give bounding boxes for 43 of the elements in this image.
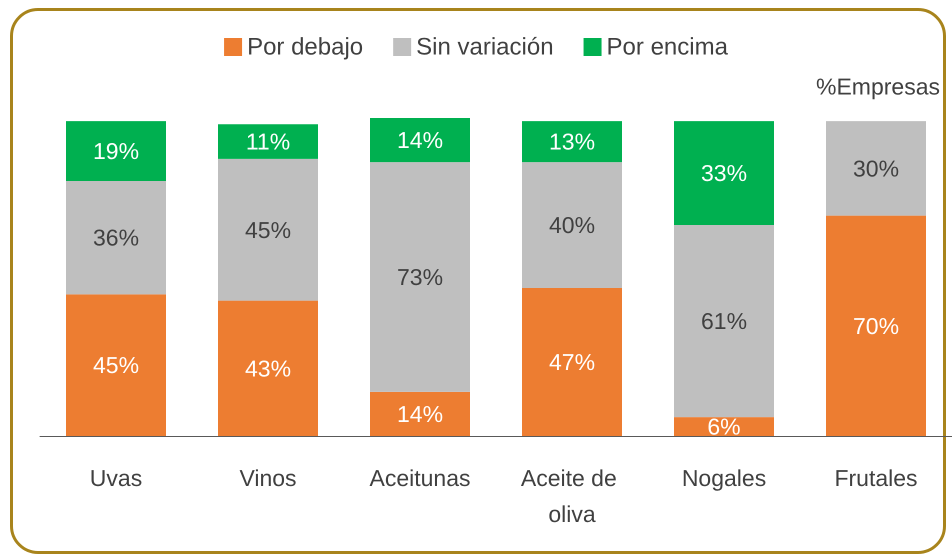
bar xyxy=(674,121,774,226)
bar xyxy=(522,162,622,288)
x-tick-label: Aceitunas xyxy=(369,465,471,491)
data-label: 30% xyxy=(852,155,900,182)
bar xyxy=(826,216,926,436)
x-tick-label: Aceite de oliva xyxy=(520,465,624,527)
bar xyxy=(674,225,774,418)
data-label: 33% xyxy=(700,160,748,186)
x-tick-label: Nogales xyxy=(682,465,766,491)
data-label: 11% xyxy=(246,128,290,155)
bar xyxy=(370,162,470,392)
x-tick-label: Frutales xyxy=(834,465,918,491)
data-label: 61% xyxy=(700,308,748,334)
bar xyxy=(522,288,622,436)
bar xyxy=(826,121,926,216)
bar xyxy=(218,124,318,159)
legend-label: Por debajo xyxy=(247,34,364,60)
data-label: 14% xyxy=(396,127,444,154)
data-label: 47% xyxy=(548,349,596,376)
legend-label: Sin variación xyxy=(416,34,554,60)
data-label: 70% xyxy=(852,312,900,339)
x-tick-label: Vinos xyxy=(239,465,297,491)
data-label: 19% xyxy=(92,138,140,164)
bar xyxy=(370,118,470,162)
data-label: 13% xyxy=(548,128,596,155)
x-tick-label: Uvas xyxy=(90,465,142,491)
data-label: 14% xyxy=(396,400,444,427)
data-label: 73% xyxy=(396,264,444,290)
data-label: 45% xyxy=(92,352,140,378)
text: %Empresas xyxy=(816,74,940,100)
data-label: 43% xyxy=(244,355,292,382)
bar xyxy=(66,294,166,436)
data-label: 6% xyxy=(707,414,741,440)
bar xyxy=(218,300,318,436)
data-label: 36% xyxy=(92,224,140,251)
legend-label: Por encima xyxy=(606,34,729,60)
data-label: 45% xyxy=(244,216,292,243)
bar xyxy=(370,392,470,436)
bar xyxy=(218,158,318,301)
bar xyxy=(66,180,166,294)
data-label: 40% xyxy=(548,212,596,238)
bar xyxy=(66,121,166,181)
bar xyxy=(522,121,622,162)
